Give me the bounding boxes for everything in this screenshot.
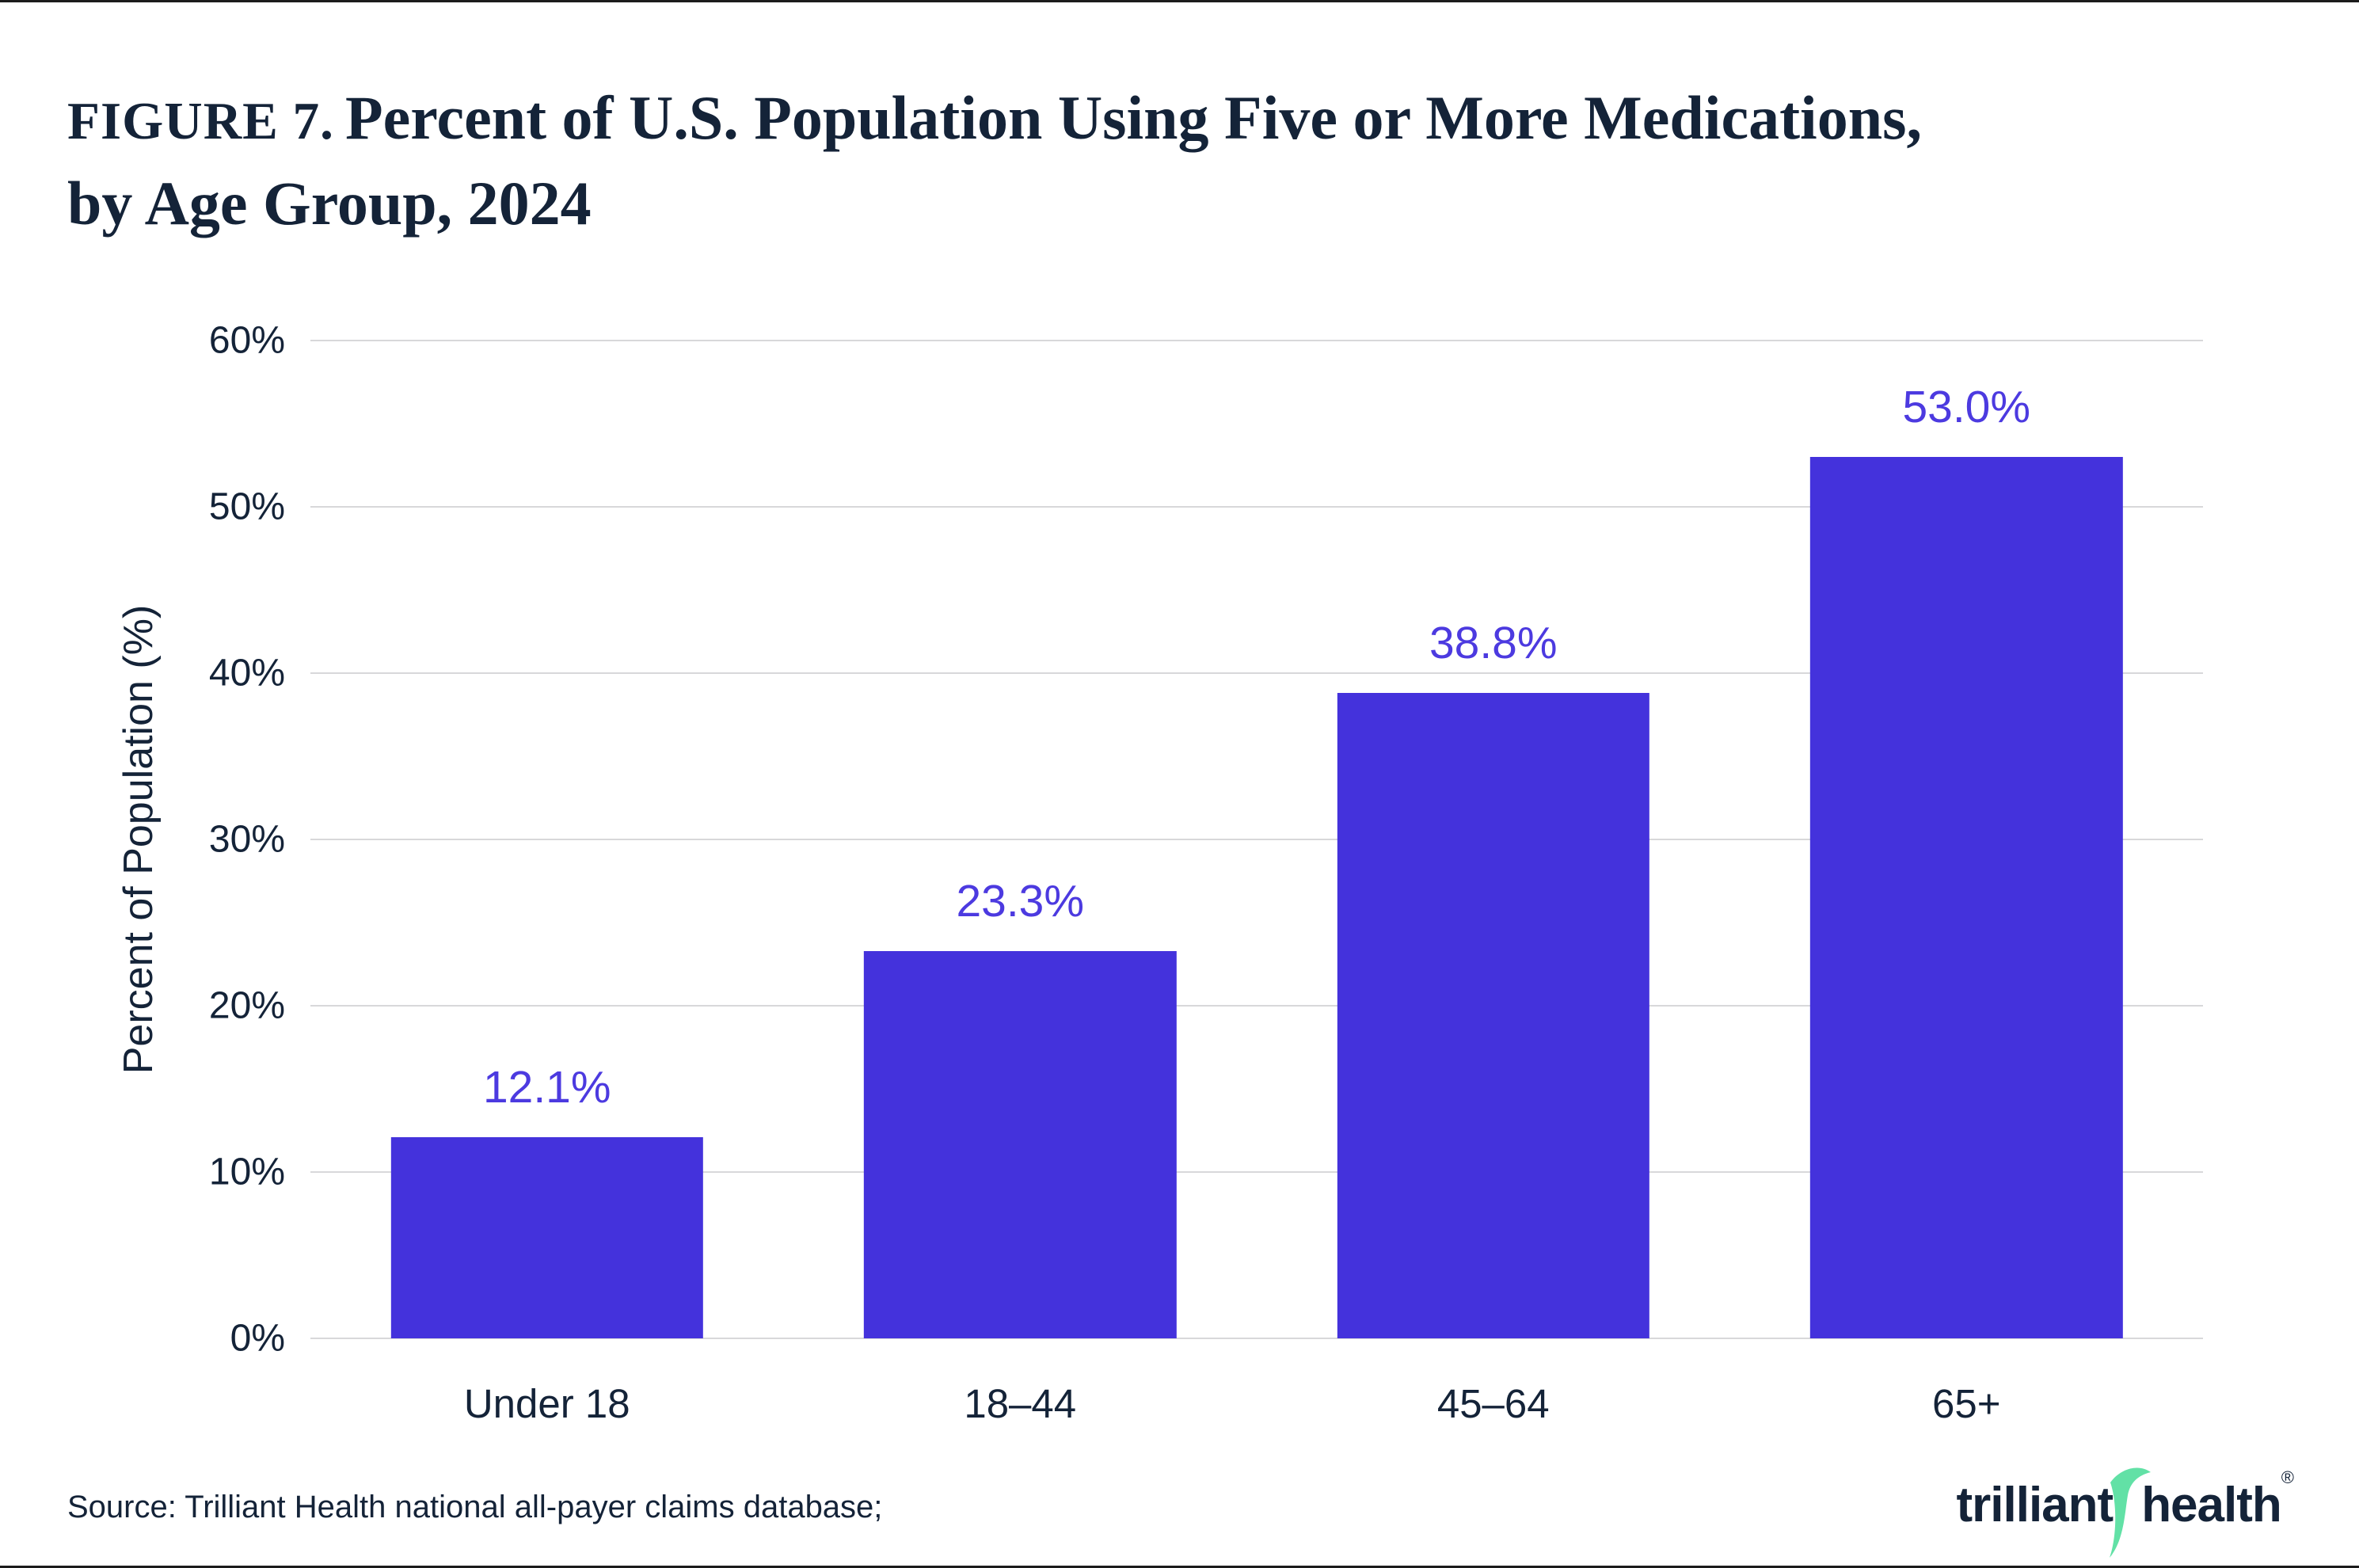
y-tick-label: 0%: [230, 1317, 285, 1360]
x-tick-label: Under 18: [463, 1381, 630, 1426]
bar-value-label: 53.0%: [1883, 378, 2050, 436]
bar: [1337, 693, 1649, 1338]
bar-group: 12.1%: [310, 341, 784, 1338]
x-tick-label: 45–64: [1436, 1381, 1550, 1426]
x-axis-labels: Under 18 18–44 45–64 65+: [310, 1380, 2203, 1427]
plot-area: 12.1% 23.3% 38.8% 53.0%: [310, 340, 2203, 1339]
bar: [864, 950, 1177, 1338]
registered-trademark-symbol: ®: [2281, 1467, 2294, 1487]
trilliant-health-logo: trilliant health ®: [1956, 1466, 2294, 1558]
figure-title-line2: by Age Group, 2024: [67, 168, 592, 238]
x-tick-label: 18–44: [964, 1381, 1077, 1426]
y-tick-label: 30%: [208, 818, 285, 861]
bar-value-label: 12.1%: [463, 1057, 630, 1117]
bar-value-label: 23.3%: [937, 871, 1104, 931]
bar-group: 53.0%: [1730, 341, 2204, 1338]
y-tick-label: 40%: [208, 652, 285, 695]
y-tick-label: 20%: [208, 984, 285, 1027]
bar-group: 23.3%: [784, 341, 1257, 1338]
bar: [1810, 457, 2123, 1338]
gridline: [310, 1005, 2203, 1007]
figure-number-label: FIGURE 7.: [67, 91, 334, 151]
y-tick-label: 50%: [208, 485, 285, 528]
logo-word-health: health: [2141, 1478, 2282, 1532]
x-tick-label: 65+: [1931, 1381, 2001, 1426]
gridline: [310, 672, 2203, 674]
y-axis-ticks: 0% 10% 20% 30% 40% 50% 60%: [0, 320, 285, 1360]
bar-group: 38.8%: [1257, 341, 1730, 1338]
gridline: [310, 506, 2203, 508]
logo-word-trilliant: trilliant: [1956, 1478, 2114, 1532]
swoosh-icon: [2110, 1467, 2152, 1558]
y-tick-label: 60%: [208, 319, 285, 362]
bar-value-label: 38.8%: [1410, 614, 1577, 673]
bars-layer: 12.1% 23.3% 38.8% 53.0%: [310, 341, 2203, 1338]
gridline: [310, 340, 2203, 341]
figure-title: FIGURE 7. Percent of U.S. Population Usin…: [67, 75, 2300, 245]
y-tick-label: 10%: [208, 1151, 285, 1193]
gridline: [310, 1338, 2203, 1339]
figure-title-line1: Percent of U.S. Population Using Five or…: [344, 83, 1922, 153]
bar: [390, 1136, 703, 1338]
gridline: [310, 839, 2203, 840]
gridline: [310, 1171, 2203, 1173]
source-note: Source: Trilliant Health national all-pa…: [67, 1490, 883, 1524]
